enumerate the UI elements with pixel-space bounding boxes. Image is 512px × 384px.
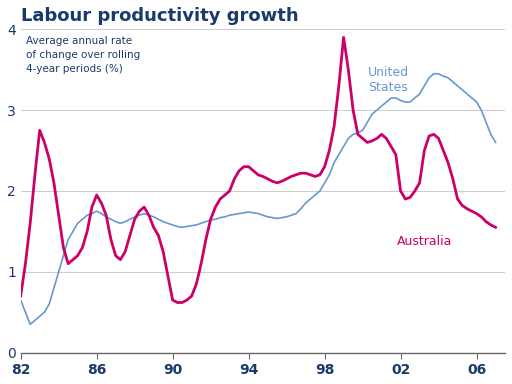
Text: Average annual rate
of change over rolling
4-year periods (%): Average annual rate of change over rolli… [27,36,141,74]
Text: Labour productivity growth: Labour productivity growth [20,7,298,25]
Text: Australia: Australia [397,235,452,248]
Text: United
States: United States [368,66,410,94]
